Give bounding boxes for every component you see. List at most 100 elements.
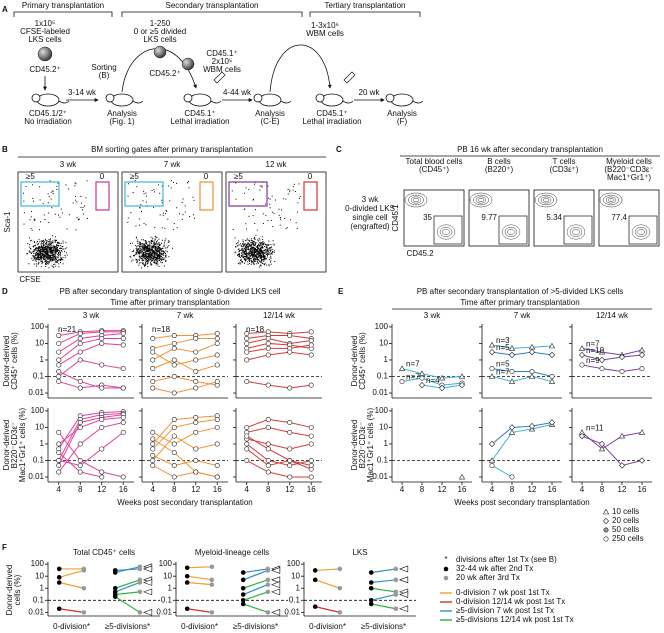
event-dot [42,203,44,205]
event-dot [144,240,146,242]
event-dot [59,244,61,246]
event-dot [146,253,148,255]
marker [265,345,271,351]
series-line [246,419,312,428]
contour [404,192,428,208]
event-dot [57,182,59,184]
event-dot [38,261,40,263]
event-dot [58,266,60,268]
event-dot [154,235,156,237]
event-dot [260,249,262,251]
event-dot [155,247,157,249]
n-label: n=3 [496,336,510,345]
event-dot [136,236,138,238]
event-dot [254,259,256,261]
event-dot [139,250,141,252]
percentage: 9.77 [481,213,497,222]
marker [171,417,177,423]
event-dot [178,213,180,215]
point [56,606,62,612]
event-dot [36,251,38,253]
event-dot [253,246,255,248]
arrowhead-icon [142,579,153,586]
event-dot [151,250,153,252]
event-dot [232,229,234,231]
event-dot [142,247,144,249]
marker [639,366,645,372]
event-dot [136,246,138,248]
pair-line [114,596,141,613]
event-dot [141,255,143,257]
mouse-head [105,93,115,103]
event-dot [152,252,154,254]
x-tick-label: 8 [266,485,271,494]
event-dot [145,260,147,262]
marker [244,457,250,463]
event-dot [248,253,250,255]
event-dot [44,256,46,258]
event-dot [36,256,38,258]
event-dot [34,259,36,261]
legend-label: 10 cells [612,507,639,516]
event-dot [154,261,156,263]
event-dot [253,238,255,240]
event-dot [43,241,45,243]
event-dot [62,246,64,248]
event-dot [247,242,249,244]
event-dot [245,249,247,251]
label: 20 wk [359,88,381,97]
event-dot [264,257,266,259]
event-dot [147,259,149,261]
event-dot [247,242,249,244]
event-dot [147,250,149,252]
event-dot [258,249,260,251]
event-dot [289,189,291,191]
event-dot [266,247,268,249]
axis-label: CFSE [19,275,40,284]
point [312,604,318,609]
event-dot [52,248,54,250]
y-tick-label: 0.1 [33,595,45,604]
y-tick-label: 100 [375,406,389,415]
event-dot [251,250,253,252]
event-dot [151,254,153,256]
event-dot [272,240,274,242]
event-dot [156,244,158,246]
event-dot [32,184,34,186]
event-dot [38,252,40,254]
event-dot [143,247,145,249]
event-dot [139,252,141,254]
series-line [401,377,463,386]
event-dot [252,254,254,256]
contour [569,226,583,238]
event-dot [147,250,149,252]
event-dot [156,256,158,258]
mouse-head [253,93,263,103]
event-dot [156,259,158,261]
event-dot [151,239,153,241]
event-dot [265,258,267,260]
event-dot [33,241,35,243]
marker [56,373,62,379]
y-tick-label: 0.01 [372,472,388,481]
event-dot [41,247,43,249]
series-line [152,438,218,478]
event-dot [38,250,40,252]
event-dot [51,265,53,267]
event-dot [48,196,50,198]
event-dot [239,256,241,258]
event-dot [152,256,154,258]
event-dot [243,208,245,210]
event-dot [161,253,163,255]
event-dot [35,254,37,256]
event-dot [244,251,246,253]
y-tick-label: 0.1 [33,456,45,465]
event-dot [237,254,239,256]
event-dot [296,211,298,213]
event-dot [257,253,259,255]
event-dot [53,257,55,259]
event-dot [52,240,54,242]
event-dot [145,243,147,245]
x-tick-label: 8 [510,485,515,494]
event-dot [154,243,156,245]
